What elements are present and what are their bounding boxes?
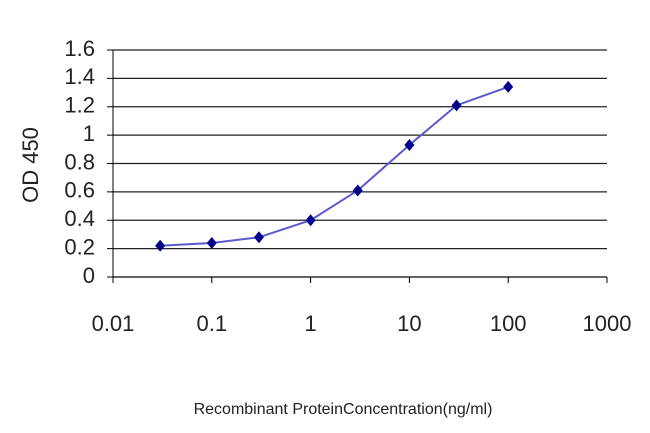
- y-tick-label: 1: [83, 121, 95, 146]
- line: [160, 85, 509, 247]
- marker: [253, 231, 264, 244]
- y-tick-label: 0.8: [64, 149, 95, 174]
- y-tick-label: 0.2: [64, 234, 95, 259]
- marker: [404, 139, 415, 152]
- x-tick-label: 1000: [583, 311, 632, 336]
- y-tick-label: 1.6: [64, 36, 95, 61]
- x-tick-label: 10: [397, 311, 421, 336]
- y-tick-label: 0: [83, 263, 95, 288]
- y-tick-label: 1.4: [64, 64, 95, 89]
- x-tick-label: 100: [490, 311, 527, 336]
- y-tick-label: 1.2: [64, 93, 95, 118]
- marker: [206, 236, 217, 249]
- x-tick-label: 1: [304, 311, 316, 336]
- x-tick-label: 0.01: [92, 311, 135, 336]
- marker: [503, 80, 514, 93]
- y-tick-label: 0.6: [64, 178, 95, 203]
- marker: [155, 239, 166, 252]
- marker: [451, 99, 462, 112]
- marker: [352, 184, 363, 197]
- marker: [305, 214, 316, 227]
- y-axis-label: OD 450: [18, 127, 43, 203]
- x-axis-label: Recombinant ProteinConcentration(ng/ml): [194, 401, 493, 418]
- x-tick-label: 0.1: [197, 311, 228, 336]
- y-tick-label: 0.4: [64, 206, 95, 231]
